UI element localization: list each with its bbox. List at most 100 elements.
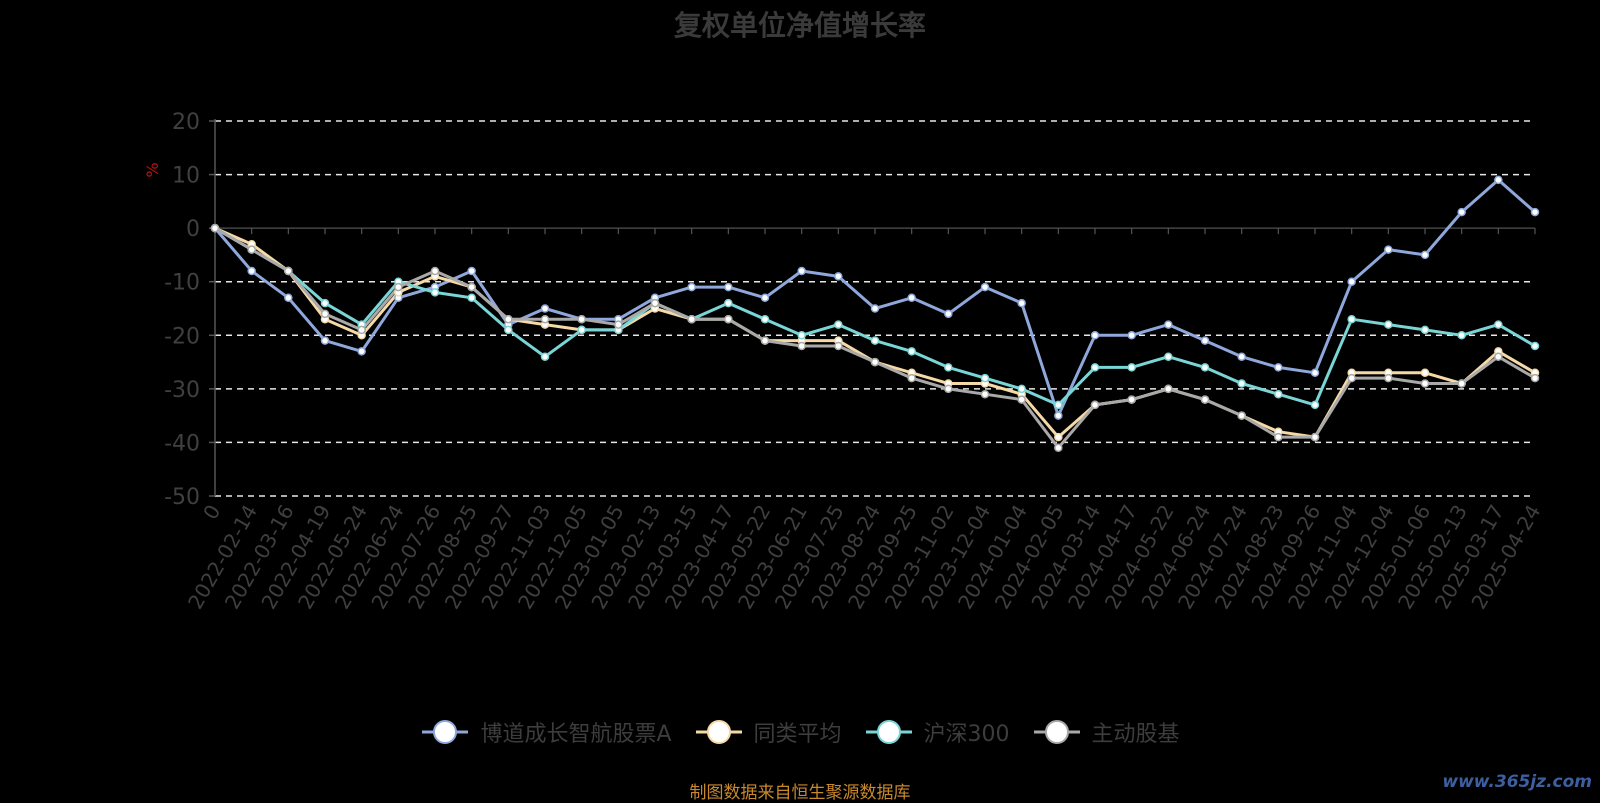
- y-tick-label: 10: [172, 164, 200, 189]
- data-point: [797, 341, 806, 351]
- data-point: [1054, 400, 1063, 410]
- data-point: [1310, 368, 1320, 378]
- data-point: [797, 331, 806, 340]
- data-point: [1127, 363, 1136, 372]
- data-point: [1420, 379, 1430, 388]
- data-point: [1420, 368, 1430, 378]
- data-point: [1090, 400, 1100, 410]
- legend-item-2[interactable]: 沪深300: [864, 716, 1010, 748]
- data-point: [980, 389, 990, 399]
- data-point: [797, 266, 806, 276]
- data-point: [1347, 277, 1356, 286]
- data-point: [687, 282, 696, 292]
- data-point: [944, 384, 953, 394]
- data-point: [1274, 363, 1283, 372]
- data-point: [1494, 352, 1503, 361]
- data-point: [724, 282, 733, 292]
- data-point: [430, 266, 440, 276]
- data-point: [320, 309, 330, 319]
- data-point: [1127, 395, 1136, 404]
- data-point: [1200, 363, 1210, 372]
- legend-item-0[interactable]: 博道成长智航股票A: [420, 716, 672, 748]
- data-point: [320, 298, 330, 308]
- y-tick-label: 20: [172, 110, 200, 135]
- data-point: [834, 272, 843, 281]
- data-point: [1457, 331, 1466, 340]
- data-point: [1384, 320, 1393, 329]
- data-point: [1274, 389, 1283, 399]
- y-tick-label: -30: [164, 378, 200, 403]
- data-point: [1164, 384, 1173, 394]
- legend-label: 沪深300: [923, 722, 1010, 747]
- data-point: [1457, 207, 1466, 217]
- data-point: [760, 336, 770, 345]
- data-point: [870, 304, 880, 313]
- data-point: [247, 245, 256, 254]
- data-point: [357, 347, 366, 356]
- data-point: [1347, 314, 1356, 324]
- data-point: [394, 282, 403, 292]
- data-point: [724, 314, 733, 324]
- data-point: [577, 325, 586, 335]
- source-note: 制图数据来自恒生聚源数据库: [689, 783, 911, 803]
- watermark: www.365jz.com: [1442, 772, 1592, 792]
- y-tick-label: -20: [164, 324, 200, 349]
- data-point: [1310, 400, 1320, 410]
- data-point: [1127, 331, 1136, 340]
- data-point: [944, 309, 953, 319]
- data-point: [1054, 432, 1063, 442]
- data-point: [504, 325, 513, 335]
- data-point: [1054, 411, 1063, 420]
- data-point: [1090, 363, 1100, 372]
- legend-label: 主动股基: [1091, 722, 1180, 747]
- data-point: [1237, 411, 1246, 420]
- data-point: [1237, 352, 1246, 361]
- data-point: [907, 347, 916, 356]
- data-point: [944, 363, 953, 372]
- data-point: [1530, 373, 1540, 383]
- y-tick-label: -40: [164, 431, 200, 456]
- legend-marker-icon: [422, 720, 469, 744]
- data-point: [907, 373, 916, 383]
- x-tick-label: 0: [198, 501, 225, 524]
- data-point: [210, 223, 220, 233]
- data-point: [760, 293, 770, 303]
- data-point: [907, 293, 916, 303]
- legend: 博道成长智航股票A 同类平均 沪深300 主动股基: [0, 716, 1600, 748]
- data-point: [687, 314, 696, 324]
- data-point: [1530, 207, 1540, 217]
- data-point: [1054, 443, 1063, 453]
- data-point: [980, 282, 990, 292]
- legend-label: 同类平均: [753, 722, 842, 747]
- chart-title: 复权单位净值增长率: [673, 9, 926, 42]
- series-line-0: [213, 178, 1536, 418]
- data-point: [357, 325, 366, 335]
- data-point: [614, 320, 623, 329]
- data-point: [760, 314, 770, 324]
- data-point: [834, 341, 843, 351]
- data-point: [1017, 395, 1026, 404]
- legend-marker-icon: [865, 720, 912, 744]
- data-point: [1164, 320, 1173, 329]
- data-point: [1420, 250, 1430, 260]
- data-point: [1274, 432, 1283, 442]
- data-point: [834, 320, 843, 329]
- data-point: [1457, 379, 1466, 388]
- legend-marker-icon: [1033, 720, 1080, 744]
- data-point: [1384, 245, 1393, 254]
- series-layer: [210, 175, 1540, 453]
- series-line-1: [214, 226, 1536, 439]
- legend-label: 博道成长智航股票A: [480, 722, 672, 747]
- data-point: [284, 293, 293, 303]
- data-point: [504, 314, 513, 324]
- y-tick-label: 0: [186, 217, 200, 242]
- data-point: [870, 336, 880, 345]
- data-point: [724, 298, 733, 308]
- legend-item-1[interactable]: 同类平均: [694, 716, 842, 748]
- data-point: [870, 357, 880, 367]
- data-point: [1090, 331, 1100, 340]
- data-point: [650, 298, 660, 308]
- data-point: [320, 336, 330, 345]
- legend-item-3[interactable]: 主动股基: [1032, 716, 1180, 748]
- data-point: [430, 288, 440, 297]
